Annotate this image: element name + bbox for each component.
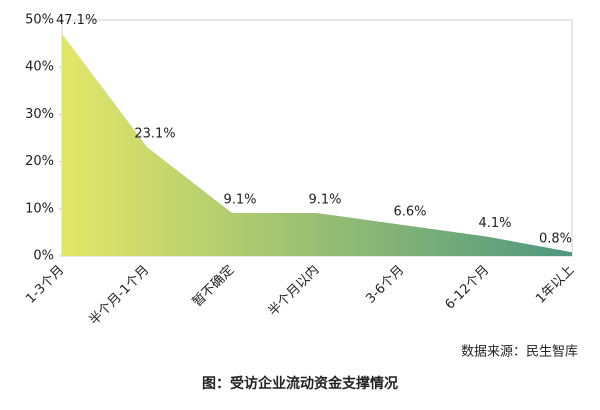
value-label: 9.1% (223, 193, 256, 208)
value-label: 47.1% (56, 13, 97, 28)
value-label: 9.1% (308, 193, 341, 208)
value-label: 4.1% (478, 216, 511, 231)
x-tick-label: 半个月-1个月 (87, 263, 153, 329)
x-tick-label: 3-6个月 (363, 263, 407, 307)
y-tick-label: 30% (25, 107, 54, 122)
x-tick-label: 暂不确定 (190, 263, 237, 310)
y-tick-label: 40% (25, 60, 54, 75)
y-tick-label: 10% (25, 201, 54, 216)
y-tick-label: 50% (25, 13, 54, 28)
y-tick-label: 0% (33, 249, 54, 264)
x-tick-label: 1年以上 (533, 263, 577, 307)
area (62, 33, 572, 256)
y-tick-label: 20% (25, 154, 54, 169)
value-label: 0.8% (539, 232, 572, 247)
source: 数据来源：民生智库 (461, 344, 578, 360)
caption: 图：受访企业流动资金支撑情况 (202, 375, 398, 392)
x-tick-label: 6-12个月 (442, 263, 492, 313)
value-label: 23.1% (134, 126, 175, 141)
x-tick-label: 1-3个月 (23, 263, 67, 307)
x-tick-label: 半个月以内 (265, 262, 322, 319)
value-label: 6.6% (393, 204, 426, 219)
